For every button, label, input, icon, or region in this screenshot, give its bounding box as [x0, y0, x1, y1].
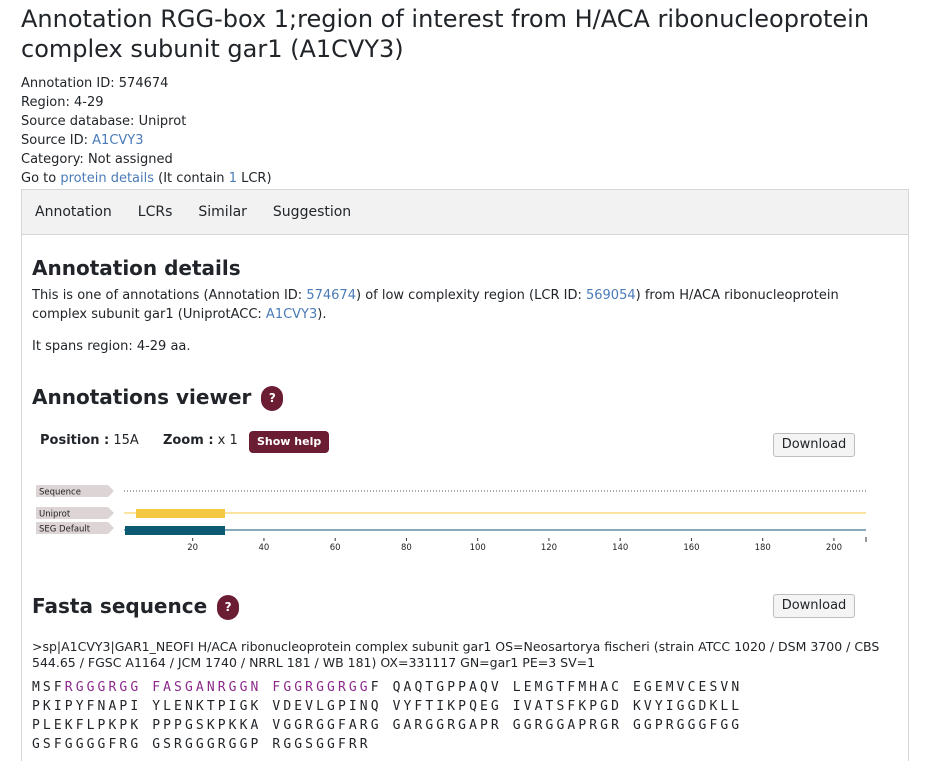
axis-tick-label: 60	[330, 543, 341, 553]
span-text: It spans region: 4-29 aa.	[32, 339, 191, 354]
zoom-value: x 1	[217, 433, 238, 448]
position-label: Position :	[40, 433, 110, 448]
goto-mid: (It contain	[158, 171, 225, 186]
sequence-row: MSFRGGGRGG FASGANRGGN FGGRGGRGGF QAQTGPP…	[32, 678, 742, 697]
uniprot-acc-link[interactable]: A1CVY3	[265, 307, 318, 322]
feature-viewer[interactable]: Sequence Uniprot SEG Default 20 40 60 80 100…	[34, 485, 869, 565]
annotation-details-text: This is one of annotations (Annotation I…	[32, 286, 892, 324]
axis-tick-label: 140	[612, 543, 628, 553]
annotation-details-heading: Annotation details	[32, 256, 241, 280]
uniprot-track-label-bg	[36, 507, 114, 519]
axis-tick-label: 40	[259, 543, 270, 553]
highlighted-residues: RGGGRGG FASGANRGGN FGGRGGRGG	[64, 680, 371, 695]
tab-similar[interactable]: Similar	[198, 204, 247, 220]
details-text-3: ) from H/ACA ribonucleoprotein complex s…	[32, 288, 839, 322]
sequence-row: GSFGGGGFRG GSRGGGRGGP RGGSGGFRR	[32, 735, 742, 754]
fasta-help-icon[interactable]: ?	[217, 595, 240, 620]
axis-tick-label: 80	[401, 543, 412, 553]
axis-tick-label: 180	[755, 543, 771, 553]
position-value: 15A	[113, 433, 139, 448]
annotations-viewer-heading-row: Annotations viewer ?	[32, 385, 284, 411]
goto-line: Go to protein details (It contain 1 LCR)	[21, 169, 272, 188]
protein-details-link[interactable]: protein details	[60, 171, 155, 186]
sequence-segment: GSFGGGGFRG GSRGGGRGGP RGGSGGFRR	[32, 737, 371, 752]
lcr-id-link[interactable]: 569054	[585, 288, 636, 303]
axis-tick-label: 160	[683, 543, 699, 553]
axis-tick-label: 20	[187, 543, 198, 553]
axis-tick-label: 120	[541, 543, 557, 553]
region: Region: 4-29	[21, 95, 104, 110]
axis-tick-label: 200	[826, 543, 842, 553]
fasta-header: >sp|A1CVY3|GAR1_NEOFI H/ACA ribonucleopr…	[32, 639, 880, 670]
uniprot-feature-bar[interactable]	[136, 509, 225, 518]
tab-lcrs[interactable]: LCRs	[137, 204, 173, 220]
fasta-download-button[interactable]: Download	[773, 594, 855, 618]
position-zoom-row: Position : 15A Zoom : x 1	[40, 433, 238, 448]
track-label-seg-default: SEG Default	[39, 525, 91, 535]
sequence-row: PKIPYFNAPI YLENKTPIGK VDEVLGPINQ VYFTIKP…	[32, 697, 742, 716]
tab-annotation[interactable]: Annotation	[35, 204, 112, 220]
annotation-meta: Annotation ID: 574674 Region: 4-29 Sourc…	[21, 74, 272, 188]
tab-bar: Annotation LCRs Similar Suggestion	[22, 190, 908, 235]
seg-track-label-bg	[36, 522, 114, 534]
track-label-uniprot: Uniprot	[39, 510, 71, 520]
fasta-heading-row: Fasta sequence ?	[32, 594, 240, 620]
sequence-segment: F QAQTGPPAQV LEMGTFMHAC EGEMVCESVN	[370, 680, 743, 695]
sequence-segment: MSF	[32, 680, 65, 695]
content-panel: Annotation LCRs Similar Suggestion Annot…	[21, 189, 909, 761]
details-text-2: ) of low complexity region (LCR ID:	[355, 288, 582, 303]
details-text-1: This is one of annotations (Annotation I…	[32, 288, 303, 303]
lcr-count-link[interactable]: 1	[228, 171, 237, 186]
sequence-segment: PLEKFLPKPK PPPGSKPKKA VGGRGGFARG GARGGRG…	[32, 718, 743, 733]
sequence-segment: PKIPYFNAPI YLENKTPIGK VDEVLGPINQ VYFTIKP…	[32, 699, 743, 714]
viewer-download-button[interactable]: Download	[773, 433, 855, 457]
source-id-line: Source ID: A1CVY3	[21, 131, 272, 150]
fasta-sequence: MSFRGGGRGG FASGANRGGN FGGRGGRGGF QAQTGPP…	[32, 678, 742, 754]
zoom-label: Zoom :	[162, 433, 214, 448]
details-text-4: ).	[317, 307, 327, 322]
position-axis: 20 40 60 80 100 120 140 160 180 200	[187, 538, 842, 553]
tab-suggestion[interactable]: Suggestion	[272, 204, 352, 220]
category: Category: Not assigned	[21, 152, 173, 167]
goto-prefix: Go to	[21, 171, 57, 186]
page-title: Annotation RGG-box 1;region of interest …	[21, 5, 870, 63]
sequence-row: PLEKFLPKPK PPPGSKPKKA VGGRGGFARG GARGGRG…	[32, 716, 742, 735]
track-label-sequence: Sequence	[39, 488, 81, 498]
fasta-sequence-heading: Fasta sequence	[32, 594, 208, 618]
show-help-button[interactable]: Show help	[249, 431, 330, 453]
sequence-track-label-bg	[36, 485, 114, 497]
axis-tick-label: 100	[470, 543, 486, 553]
source-database: Source database: Uniprot	[21, 114, 187, 129]
annotation-id-link[interactable]: 574674	[306, 288, 356, 303]
annotation-id: Annotation ID: 574674	[21, 76, 169, 91]
seg-feature-bar[interactable]	[125, 526, 225, 535]
annotations-viewer-heading: Annotations viewer	[32, 385, 252, 409]
viewer-help-icon[interactable]: ?	[261, 386, 284, 411]
source-id-label: Source ID:	[21, 133, 89, 148]
source-id-link[interactable]: A1CVY3	[92, 133, 144, 148]
goto-suffix: LCR)	[241, 171, 272, 186]
